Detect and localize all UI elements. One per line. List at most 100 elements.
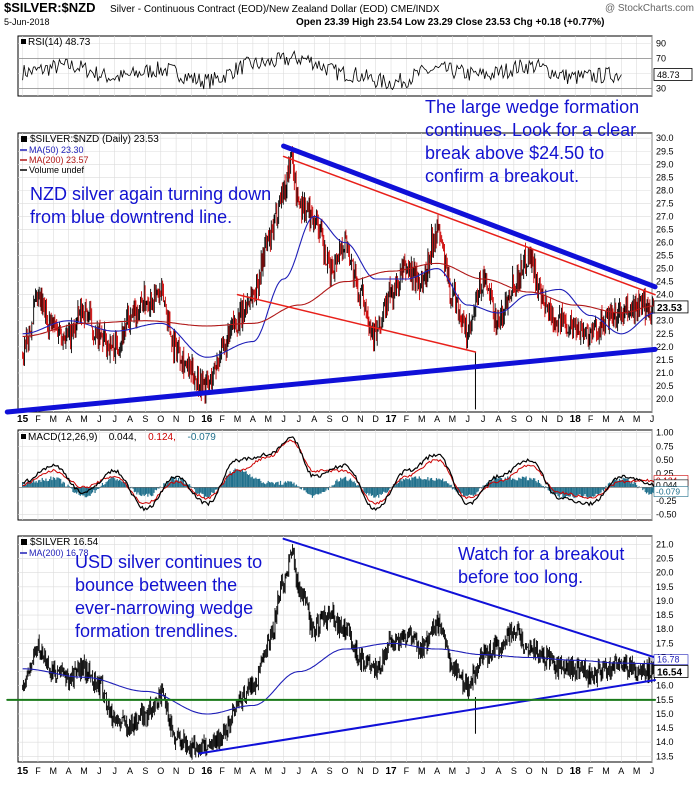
symbol-description: Silver - Continuous Contract (EOD)/New Z…	[110, 4, 440, 15]
time-axis-label: A	[495, 766, 501, 776]
y-tick-label-usd: 18.0	[656, 624, 674, 634]
y-tick-label-nzd: 20.0	[656, 394, 674, 404]
time-axis-label: A	[618, 766, 624, 776]
time-axis-label: S	[511, 766, 517, 776]
macd-value-tag-label: -0.079	[656, 487, 680, 497]
macd-title-part: 0.124,	[148, 432, 176, 443]
y-tick-label-usd: 19.0	[656, 596, 674, 606]
time-axis-label: O	[341, 766, 348, 776]
time-axis-label: A	[311, 414, 317, 424]
watermark: @ StockCharts.com	[605, 3, 694, 14]
time-axis-label: A	[127, 414, 133, 424]
time-axis-label: N	[541, 766, 548, 776]
time-axis-label: O	[157, 766, 164, 776]
y-tick-label-usd: 20.5	[656, 554, 674, 564]
time-axis-label: N	[173, 414, 180, 424]
y-tick-label-macd: 0.50	[656, 455, 674, 465]
y-tick-label-nzd: 22.0	[656, 342, 674, 352]
time-axis-label: M	[602, 766, 610, 776]
time-axis-label: J	[112, 414, 117, 424]
time-axis-label: D	[557, 414, 564, 424]
annotation-usd-left: ever-narrowing wedge	[75, 598, 253, 618]
time-axis-label: F	[35, 766, 41, 776]
time-axis-label: F	[588, 414, 594, 424]
time-axis-label: 16	[201, 414, 213, 425]
time-axis-label: 17	[385, 766, 397, 777]
y-tick-label-usd: 13.5	[656, 751, 674, 761]
usd-value-tag-label: 16.54	[657, 667, 682, 678]
annotation-usd-left: bounce between the	[75, 575, 237, 595]
y-tick-label-nzd: 29.0	[656, 159, 674, 169]
y-tick-label-nzd: 25.0	[656, 264, 674, 274]
rsi-line	[22, 50, 622, 91]
y-tick-label-usd: 15.5	[656, 695, 674, 705]
time-axis-label: J	[97, 414, 102, 424]
rsi-title: RSI(14) 48.73	[28, 37, 91, 48]
y-tick-label-rsi: 90	[656, 39, 666, 49]
time-axis-label: J	[281, 414, 286, 424]
time-axis-label: F	[219, 766, 225, 776]
y-tick-label-usd: 21.0	[656, 539, 674, 549]
time-axis-label: M	[264, 766, 272, 776]
macd-legend-swatch	[21, 434, 26, 439]
time-axis-label: J	[481, 766, 486, 776]
time-axis-label: J	[297, 766, 302, 776]
y-tick-label-nzd: 21.0	[656, 368, 674, 378]
y-tick-label-nzd: 21.5	[656, 355, 674, 365]
time-axis-label: M	[80, 414, 88, 424]
usd-value-tag	[653, 665, 689, 678]
time-axis-label: F	[35, 414, 41, 424]
y-tick-label-nzd: 24.5	[656, 277, 674, 287]
annotation-nzd-right: The large wedge formation	[425, 97, 639, 117]
y-tick-label-usd: 18.5	[656, 610, 674, 620]
time-axis-label: 18	[570, 414, 582, 425]
y-tick-label-nzd: 29.5	[656, 146, 674, 156]
time-axis-label: D	[188, 414, 195, 424]
time-axis-label: D	[372, 414, 379, 424]
time-axis-label: O	[526, 766, 533, 776]
nzd-legend-item: MA(50) 23.30	[29, 145, 84, 155]
annotation-nzd-right: continues. Look for a clear	[425, 120, 636, 140]
annotation-nzd-left: NZD silver again turning down	[30, 184, 271, 204]
time-axis-label: N	[541, 414, 548, 424]
time-axis-label: F	[219, 414, 225, 424]
nzd-trendline-red	[282, 155, 656, 296]
chart-date: 5-Jun-2018	[4, 17, 50, 27]
time-axis-label: 16	[201, 766, 213, 777]
annotation-usd-right: Watch for a breakout	[458, 544, 624, 564]
time-axis-label: 15	[17, 414, 29, 425]
time-axis-label: O	[157, 414, 164, 424]
usd-title: $SILVER 16.54	[30, 537, 99, 548]
annotation-nzd-left: from blue downtrend line.	[30, 207, 232, 227]
symbol-title: $SILVER:$NZD	[4, 0, 96, 15]
nzd-legend-item: MA(200) 23.57	[29, 155, 89, 165]
time-axis-label: N	[357, 414, 364, 424]
y-tick-label-nzd: 30.0	[656, 133, 674, 143]
time-axis-label: M	[234, 766, 242, 776]
time-axis-label: M	[449, 414, 457, 424]
time-axis-label: S	[142, 766, 148, 776]
macd-title-part: -0.079	[188, 432, 217, 443]
time-axis-label: 18	[570, 766, 582, 777]
annotation-usd-left: formation trendlines.	[75, 621, 238, 641]
annotation-usd-right: before too long.	[458, 567, 583, 587]
nzd-value-tag-label: 23.53	[657, 303, 682, 314]
time-axis-label: J	[466, 414, 471, 424]
y-tick-label-nzd: 25.5	[656, 251, 674, 261]
y-tick-label-rsi: 30	[656, 84, 666, 94]
time-axis-label: J	[112, 766, 117, 776]
time-axis-label: A	[250, 414, 256, 424]
usd-ma200-line	[22, 642, 656, 715]
time-axis-label: A	[66, 766, 72, 776]
time-axis-label: A	[434, 766, 440, 776]
y-tick-label-nzd: 27.0	[656, 211, 674, 221]
y-tick-label-usd: 16.0	[656, 681, 674, 691]
y-tick-label-nzd: 26.0	[656, 238, 674, 248]
time-axis-label: M	[633, 766, 641, 776]
time-axis-label: D	[188, 766, 195, 776]
y-tick-label-usd: 14.5	[656, 723, 674, 733]
y-tick-label-macd: 0.75	[656, 441, 674, 451]
time-axis-label: A	[66, 414, 72, 424]
